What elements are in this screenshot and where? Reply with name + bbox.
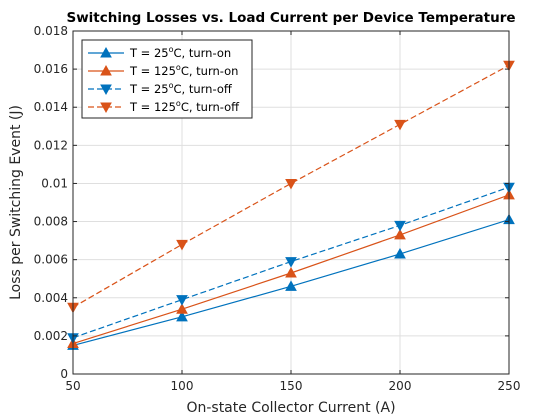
y-tick-label: 0.002 (34, 329, 68, 343)
data-point (285, 280, 297, 291)
legend-label-degree: o (176, 63, 181, 72)
legend-label-prefix: T = 125 (129, 100, 176, 114)
legend-label: T = 125oC, turn-off (129, 99, 240, 114)
y-tick-label: 0 (60, 367, 68, 381)
legend: T = 25oC, turn-onT = 125oC, turn-onT = 2… (81, 39, 253, 119)
legend-label-suffix: C, turn-on (174, 46, 232, 60)
legend-entry: T = 125oC, turn-off (88, 99, 240, 114)
data-point (285, 266, 297, 278)
y-tick-label: 0.008 (34, 215, 68, 229)
x-tick-label: 100 (171, 379, 194, 393)
legend-label-prefix: T = 25 (129, 82, 169, 96)
x-tick-label: 250 (498, 379, 521, 393)
y-tick-label: 0.018 (34, 24, 68, 38)
legend-label-suffix: C, turn-off (174, 82, 233, 96)
legend-marker (100, 46, 112, 58)
legend-entry: T = 25oC, turn-on (88, 45, 231, 60)
data-point (176, 310, 188, 322)
legend-label-degree: o (169, 81, 174, 90)
legend-label-degree: o (176, 99, 181, 108)
data-point (285, 257, 297, 268)
legend-marker (100, 102, 112, 114)
legend-label-suffix: C, turn-off (181, 100, 240, 114)
y-tick-label: 0.01 (41, 176, 68, 190)
legend-label: T = 125oC, turn-on (129, 63, 238, 78)
y-tick-label: 0.004 (34, 291, 68, 305)
legend-marker (100, 64, 112, 76)
series-line (72, 64, 510, 308)
legend-entry: T = 125oC, turn-on (88, 63, 238, 78)
y-tick-label: 0.014 (34, 100, 68, 114)
legend-label: T = 25oC, turn-on (129, 45, 231, 60)
x-axis-label: On-state Collector Current (A) (186, 400, 395, 416)
legend-marker (100, 84, 112, 96)
legend-label: T = 25oC, turn-off (129, 81, 233, 96)
data-point (176, 295, 188, 306)
data-point (394, 247, 406, 259)
legend-label-prefix: T = 125 (129, 64, 176, 78)
data-point (176, 303, 188, 314)
y-tick-label: 0.016 (34, 62, 68, 76)
legend-label-prefix: T = 25 (129, 46, 169, 60)
data-point (285, 178, 297, 190)
ticks: 50 100 150 200 250 0 0.002 0.004 0.006 0.008 0.01 0… (34, 24, 521, 393)
legend-label-degree: o (169, 45, 174, 54)
data-point (394, 220, 406, 232)
legend-label-suffix: C, turn-on (181, 64, 239, 78)
chart-title: Switching Losses vs. Load Current per De… (66, 10, 515, 26)
y-tick-label: 0.006 (34, 253, 68, 267)
data-point (176, 239, 188, 251)
y-axis-label: Loss per Switching Event (J) (8, 105, 24, 300)
series-1 (67, 213, 515, 350)
y-tick-label: 0.012 (34, 138, 68, 152)
x-tick-label: 150 (280, 379, 303, 393)
series-layer (67, 60, 515, 350)
legend-entry: T = 25oC, turn-off (88, 81, 233, 96)
x-tick-label: 50 (65, 379, 80, 393)
x-tick-label: 200 (389, 379, 412, 393)
data-point (394, 119, 406, 131)
data-point (394, 228, 406, 240)
